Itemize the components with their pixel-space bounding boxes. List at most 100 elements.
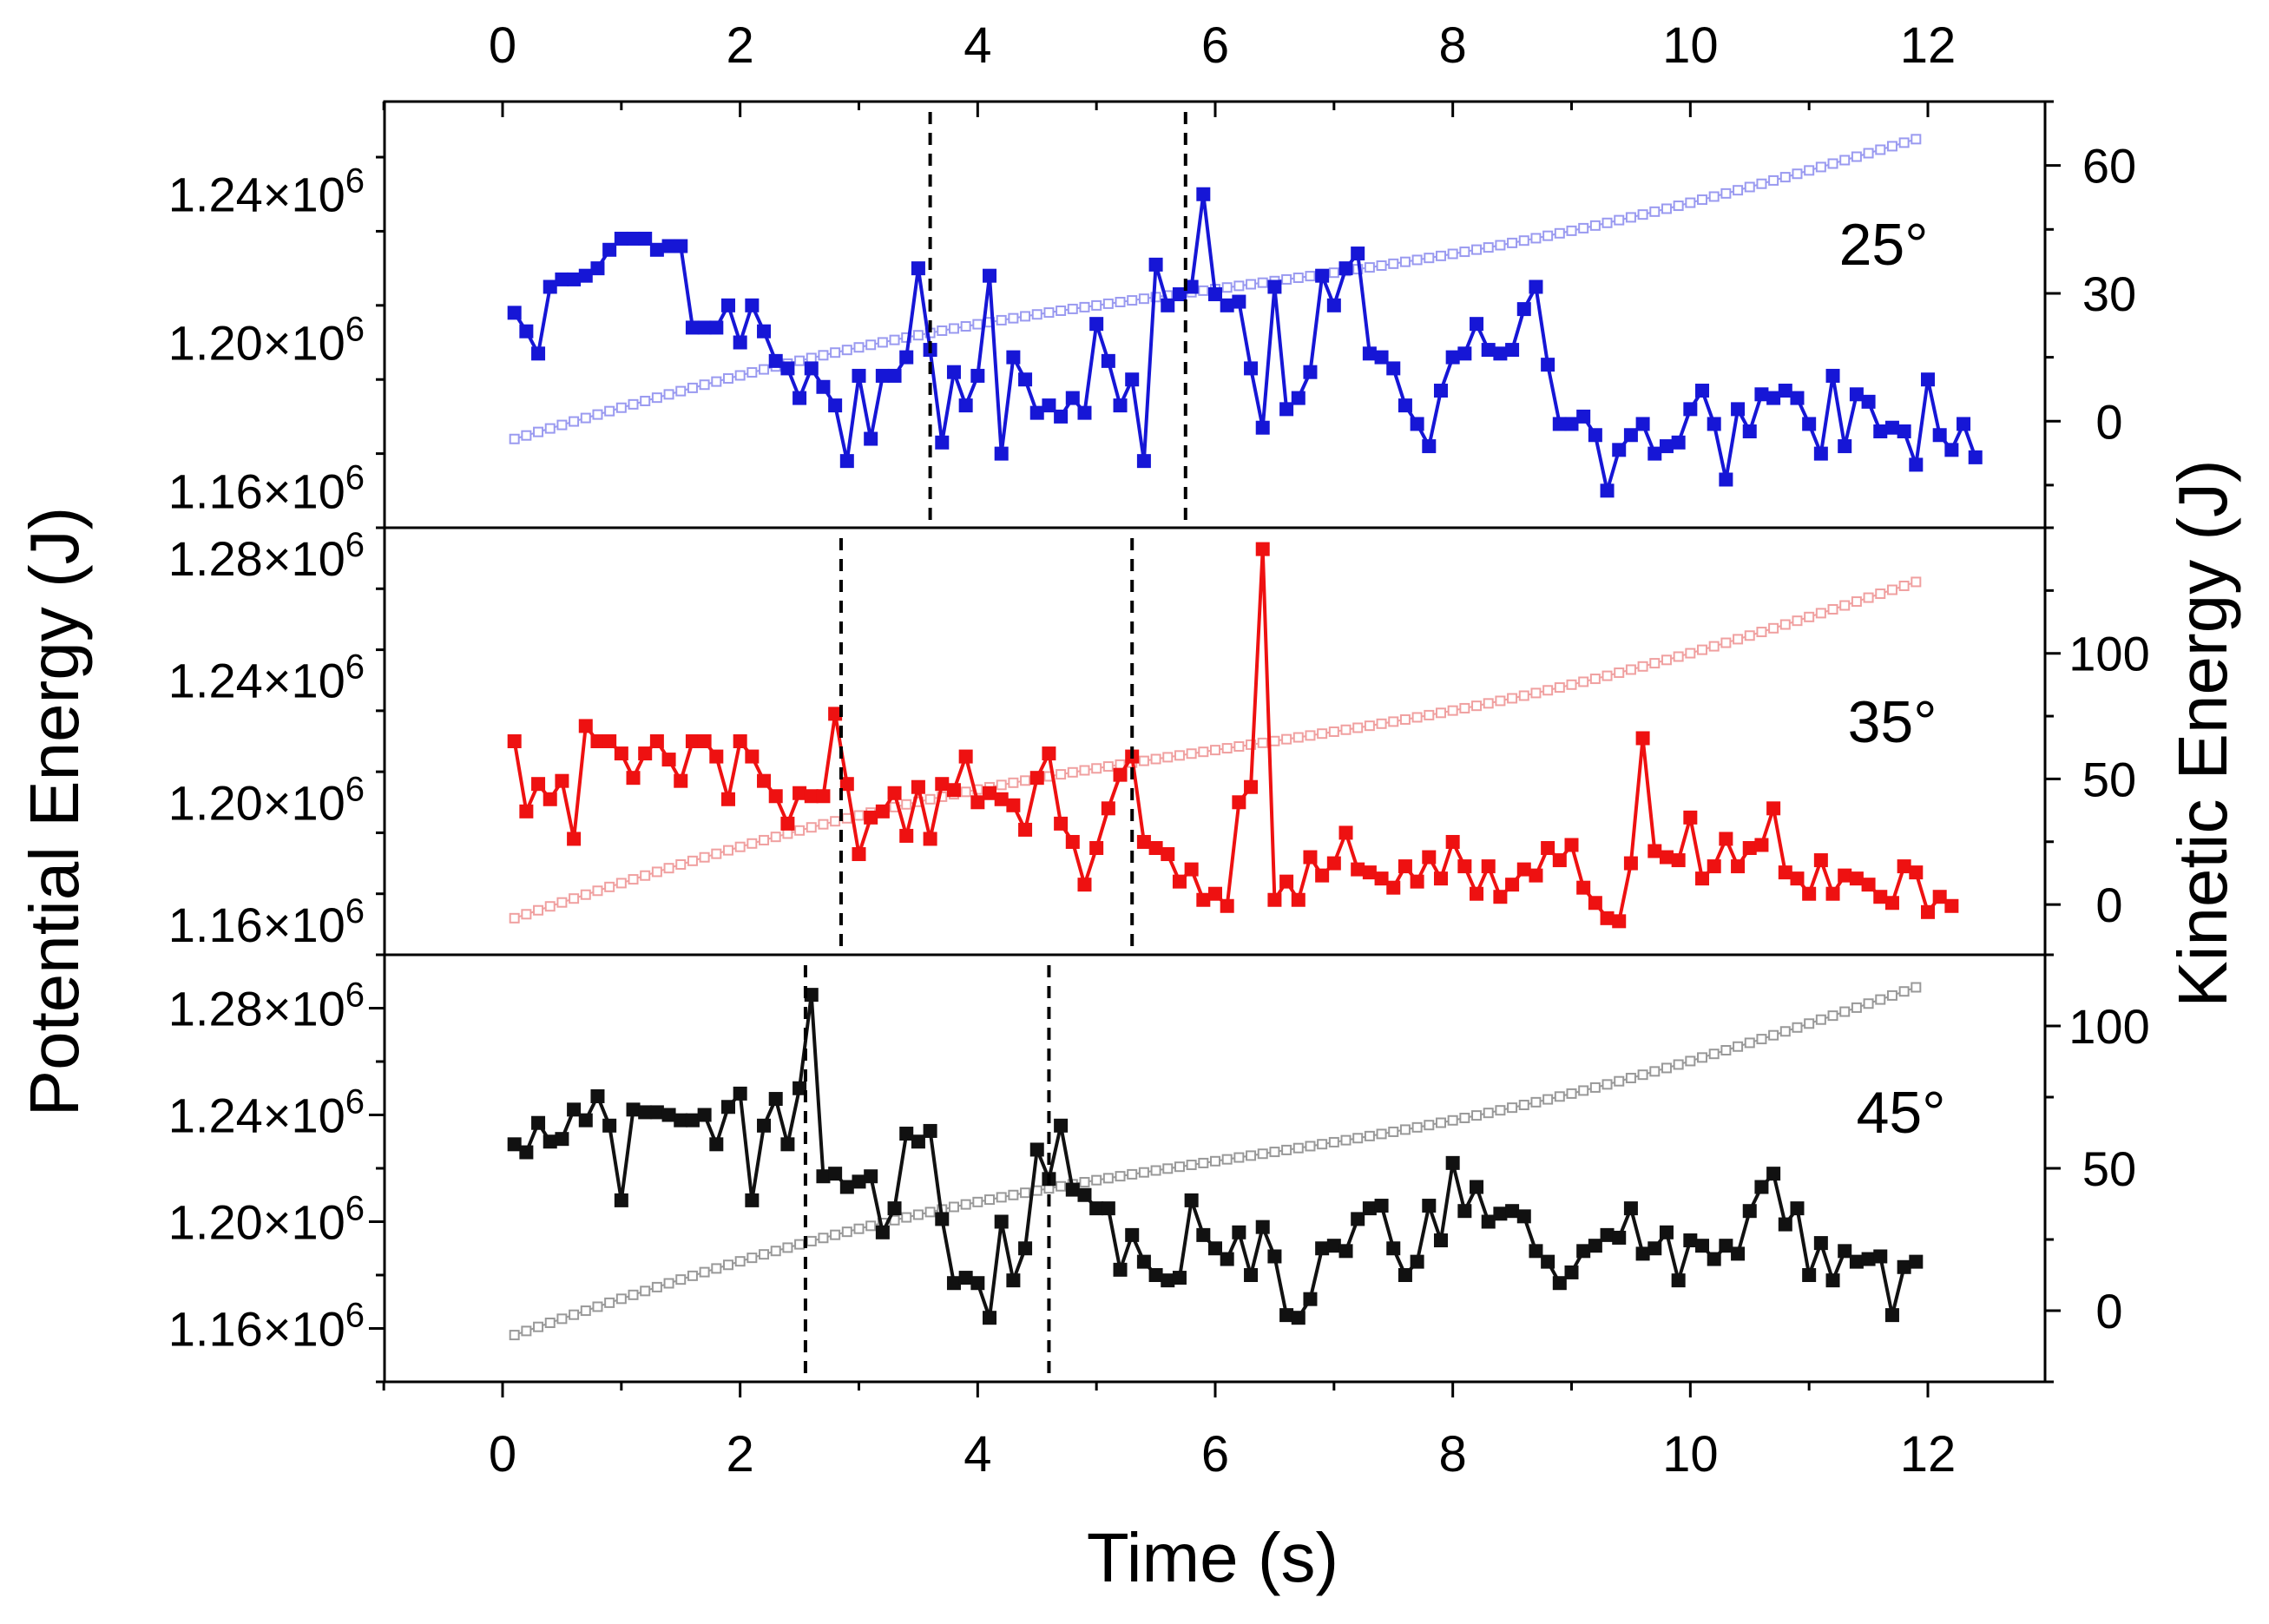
- kinetic-energy-point: [1459, 702, 1470, 713]
- x-tick-label-bottom: 2: [727, 1426, 754, 1483]
- potential-energy-point: [1493, 346, 1508, 361]
- kinetic-energy-point: [984, 1194, 996, 1206]
- potential-energy-point: [1267, 279, 1282, 294]
- potential-energy-point: [816, 789, 831, 804]
- potential-energy-point: [1303, 850, 1318, 865]
- kinetic-energy-point: [960, 321, 971, 332]
- kinetic-energy-point: [1744, 630, 1755, 641]
- kinetic-energy-point: [865, 1220, 877, 1232]
- kinetic-energy-point: [1186, 748, 1197, 759]
- kinetic-energy-point: [1198, 285, 1209, 296]
- potential-energy-point: [1612, 1230, 1627, 1245]
- potential-energy-point: [1493, 890, 1508, 904]
- potential-energy-point: [828, 398, 843, 413]
- potential-energy-point: [519, 324, 534, 339]
- kinetic-energy-point: [1863, 148, 1874, 159]
- kinetic-energy-point: [1411, 712, 1423, 723]
- kinetic-energy-point: [533, 426, 544, 437]
- kinetic-energy-point: [1589, 1082, 1601, 1093]
- potential-energy-point: [1552, 853, 1567, 868]
- potential-energy-point: [1184, 862, 1199, 877]
- potential-energy-point: [1267, 1249, 1282, 1264]
- potential-energy-point: [531, 346, 546, 361]
- kinetic-energy-point: [1091, 1174, 1102, 1186]
- potential-energy-point: [1089, 841, 1104, 855]
- potential-energy-point: [1505, 1204, 1520, 1219]
- potential-energy-point: [661, 1108, 676, 1122]
- potential-energy-point: [1623, 428, 1638, 443]
- kinetic-energy-point: [830, 1229, 841, 1240]
- kinetic-energy-point: [580, 1305, 591, 1317]
- potential-energy-point: [1054, 409, 1069, 424]
- potential-energy-point: [638, 231, 653, 246]
- potential-energy-point: [1695, 1239, 1710, 1253]
- kinetic-energy-point: [1305, 1141, 1316, 1152]
- potential-energy-point: [1505, 878, 1520, 892]
- potential-energy-point: [970, 368, 985, 383]
- kinetic-energy-point: [901, 799, 912, 810]
- kinetic-energy-point: [889, 334, 900, 345]
- potential-energy-point: [590, 261, 605, 276]
- potential-energy-point: [1255, 1220, 1270, 1234]
- potential-energy-point: [1445, 350, 1460, 365]
- potential-energy-point: [1897, 859, 1911, 874]
- potential-energy-point: [1029, 405, 1044, 420]
- potential-energy-point: [1077, 405, 1092, 420]
- potential-energy-point: [852, 1174, 866, 1189]
- potential-energy-point: [745, 298, 760, 312]
- kinetic-energy-point: [1376, 260, 1387, 271]
- potential-energy-point: [887, 368, 902, 383]
- potential-energy-point: [911, 779, 925, 794]
- kinetic-energy-point: [912, 1209, 924, 1220]
- kinetic-energy-point: [1364, 720, 1375, 732]
- potential-energy-point: [1470, 886, 1484, 901]
- frame-layer: [383, 100, 2047, 1384]
- potential-energy-point: [1161, 847, 1175, 862]
- kinetic-energy-point: [509, 1330, 520, 1341]
- kinetic-energy-point: [759, 364, 770, 375]
- kinetic-energy-point: [640, 1285, 651, 1297]
- y-tick-label-left: 1.16×106: [168, 458, 365, 518]
- kinetic-energy-point: [1625, 664, 1636, 675]
- kinetic-energy-point: [1447, 705, 1458, 716]
- kinetic-energy-point: [640, 395, 651, 406]
- potential-energy-point: [1695, 384, 1710, 398]
- kinetic-energy-point: [937, 325, 948, 336]
- kinetic-energy-point: [948, 323, 959, 334]
- potential-energy-point: [1659, 850, 1674, 865]
- potential-energy-point: [757, 324, 772, 339]
- x-tick-label-top: 0: [489, 17, 516, 74]
- kinetic-energy-point: [1399, 1124, 1411, 1135]
- potential-energy-point: [1861, 394, 1876, 409]
- potential-energy-point: [1338, 1244, 1353, 1259]
- kinetic-energy-point: [1471, 1110, 1483, 1121]
- kinetic-energy-point: [1733, 185, 1744, 196]
- potential-energy-point: [1790, 391, 1805, 405]
- kinetic-energy-point: [1424, 709, 1435, 720]
- potential-energy-point: [1838, 439, 1852, 454]
- kinetic-energy-point: [1601, 217, 1613, 228]
- potential-energy-point: [1516, 862, 1531, 877]
- potential-energy-point: [970, 1276, 985, 1291]
- kinetic-energy-point: [746, 838, 758, 849]
- potential-energy-point: [1136, 454, 1151, 469]
- kinetic-energy-point: [711, 376, 722, 387]
- kinetic-energy-point: [1079, 301, 1090, 312]
- kinetic-energy-point: [1661, 203, 1672, 214]
- kinetic-energy-point: [1340, 1134, 1352, 1146]
- kinetic-energy-point: [1198, 746, 1209, 758]
- potential-energy-point: [1042, 398, 1056, 413]
- kinetic-energy-point: [1649, 206, 1661, 217]
- kinetic-energy-point: [699, 851, 710, 863]
- potential-energy-point: [1588, 1239, 1602, 1253]
- y-tick-label-right: 0: [2095, 1284, 2122, 1338]
- potential-energy-point: [1849, 1254, 1864, 1269]
- potential-energy-point: [649, 242, 664, 257]
- potential-energy-point: [1291, 892, 1305, 907]
- kinetic-energy-point: [806, 352, 817, 364]
- kinetic-energy-point: [1411, 254, 1423, 266]
- potential-energy-point: [994, 446, 1009, 461]
- kinetic-energy-point: [1435, 707, 1446, 719]
- kinetic-energy-point: [1388, 258, 1399, 269]
- x-tick-label-top: 10: [1662, 17, 1719, 74]
